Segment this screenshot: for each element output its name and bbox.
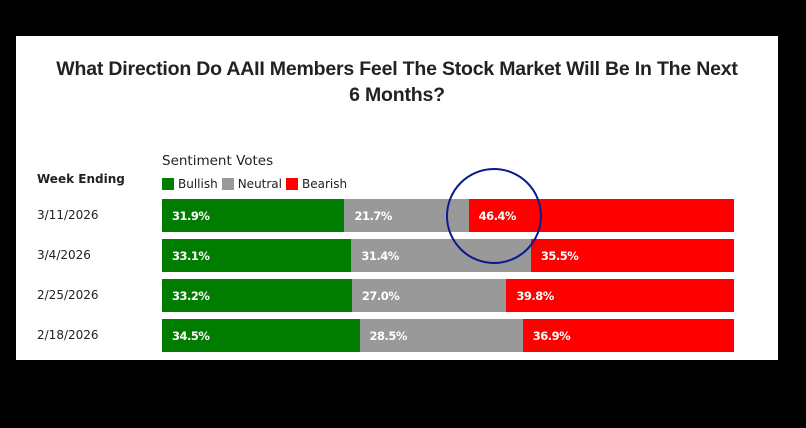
- bullish-segment: 31.9%: [162, 199, 345, 232]
- title-line-2: 6 Months?: [349, 84, 445, 106]
- bar-row: 31.9% 21.7% 46.4%: [162, 199, 734, 232]
- chart-panel: What Direction Do AAII Members Feel The …: [16, 36, 778, 360]
- neutral-segment: 27.0%: [351, 279, 507, 312]
- legend-item-neutral: Neutral: [221, 177, 282, 191]
- legend-label: Bearish: [302, 177, 348, 191]
- legend-label: Neutral: [237, 177, 282, 191]
- row-label: 3/11/2026: [37, 208, 99, 222]
- row-label: 3/4/2026: [37, 248, 91, 262]
- neutral-segment: 28.5%: [359, 319, 523, 352]
- neutral-segment: 31.4%: [351, 239, 531, 272]
- bearish-segment: 39.8%: [506, 279, 734, 312]
- bullish-segment: 33.2%: [162, 279, 352, 312]
- legend: Bullish Neutral Bearish: [162, 177, 351, 191]
- legend-item-bullish: Bullish: [162, 177, 218, 191]
- bar-row: 33.1% 31.4% 35.5%: [162, 239, 734, 272]
- week-ending-header: Week Ending: [37, 172, 125, 186]
- row-label: 2/25/2026: [37, 288, 99, 302]
- chart-title: What Direction Do AAII Members Feel The …: [16, 56, 778, 108]
- neutral-swatch: [221, 178, 234, 190]
- legend-item-bearish: Bearish: [286, 177, 347, 191]
- bearish-segment: 36.9%: [522, 319, 734, 352]
- row-label: 2/18/2026: [37, 328, 99, 342]
- legend-title: Sentiment Votes: [162, 153, 274, 169]
- title-line-1: What Direction Do AAII Members Feel The …: [56, 58, 738, 80]
- legend-label: Bullish: [178, 177, 218, 191]
- bearish-segment: 46.4%: [468, 199, 734, 232]
- bullish-segment: 34.5%: [162, 319, 360, 352]
- bullish-swatch: [162, 178, 174, 190]
- bearish-swatch: [286, 178, 298, 190]
- bullish-segment: 33.1%: [162, 239, 352, 272]
- neutral-segment: 21.7%: [344, 199, 469, 232]
- bar-row: 33.2% 27.0% 39.8%: [162, 279, 734, 312]
- bar-row: 34.5% 28.5% 36.9%: [162, 319, 734, 352]
- bearish-segment: 35.5%: [530, 239, 734, 272]
